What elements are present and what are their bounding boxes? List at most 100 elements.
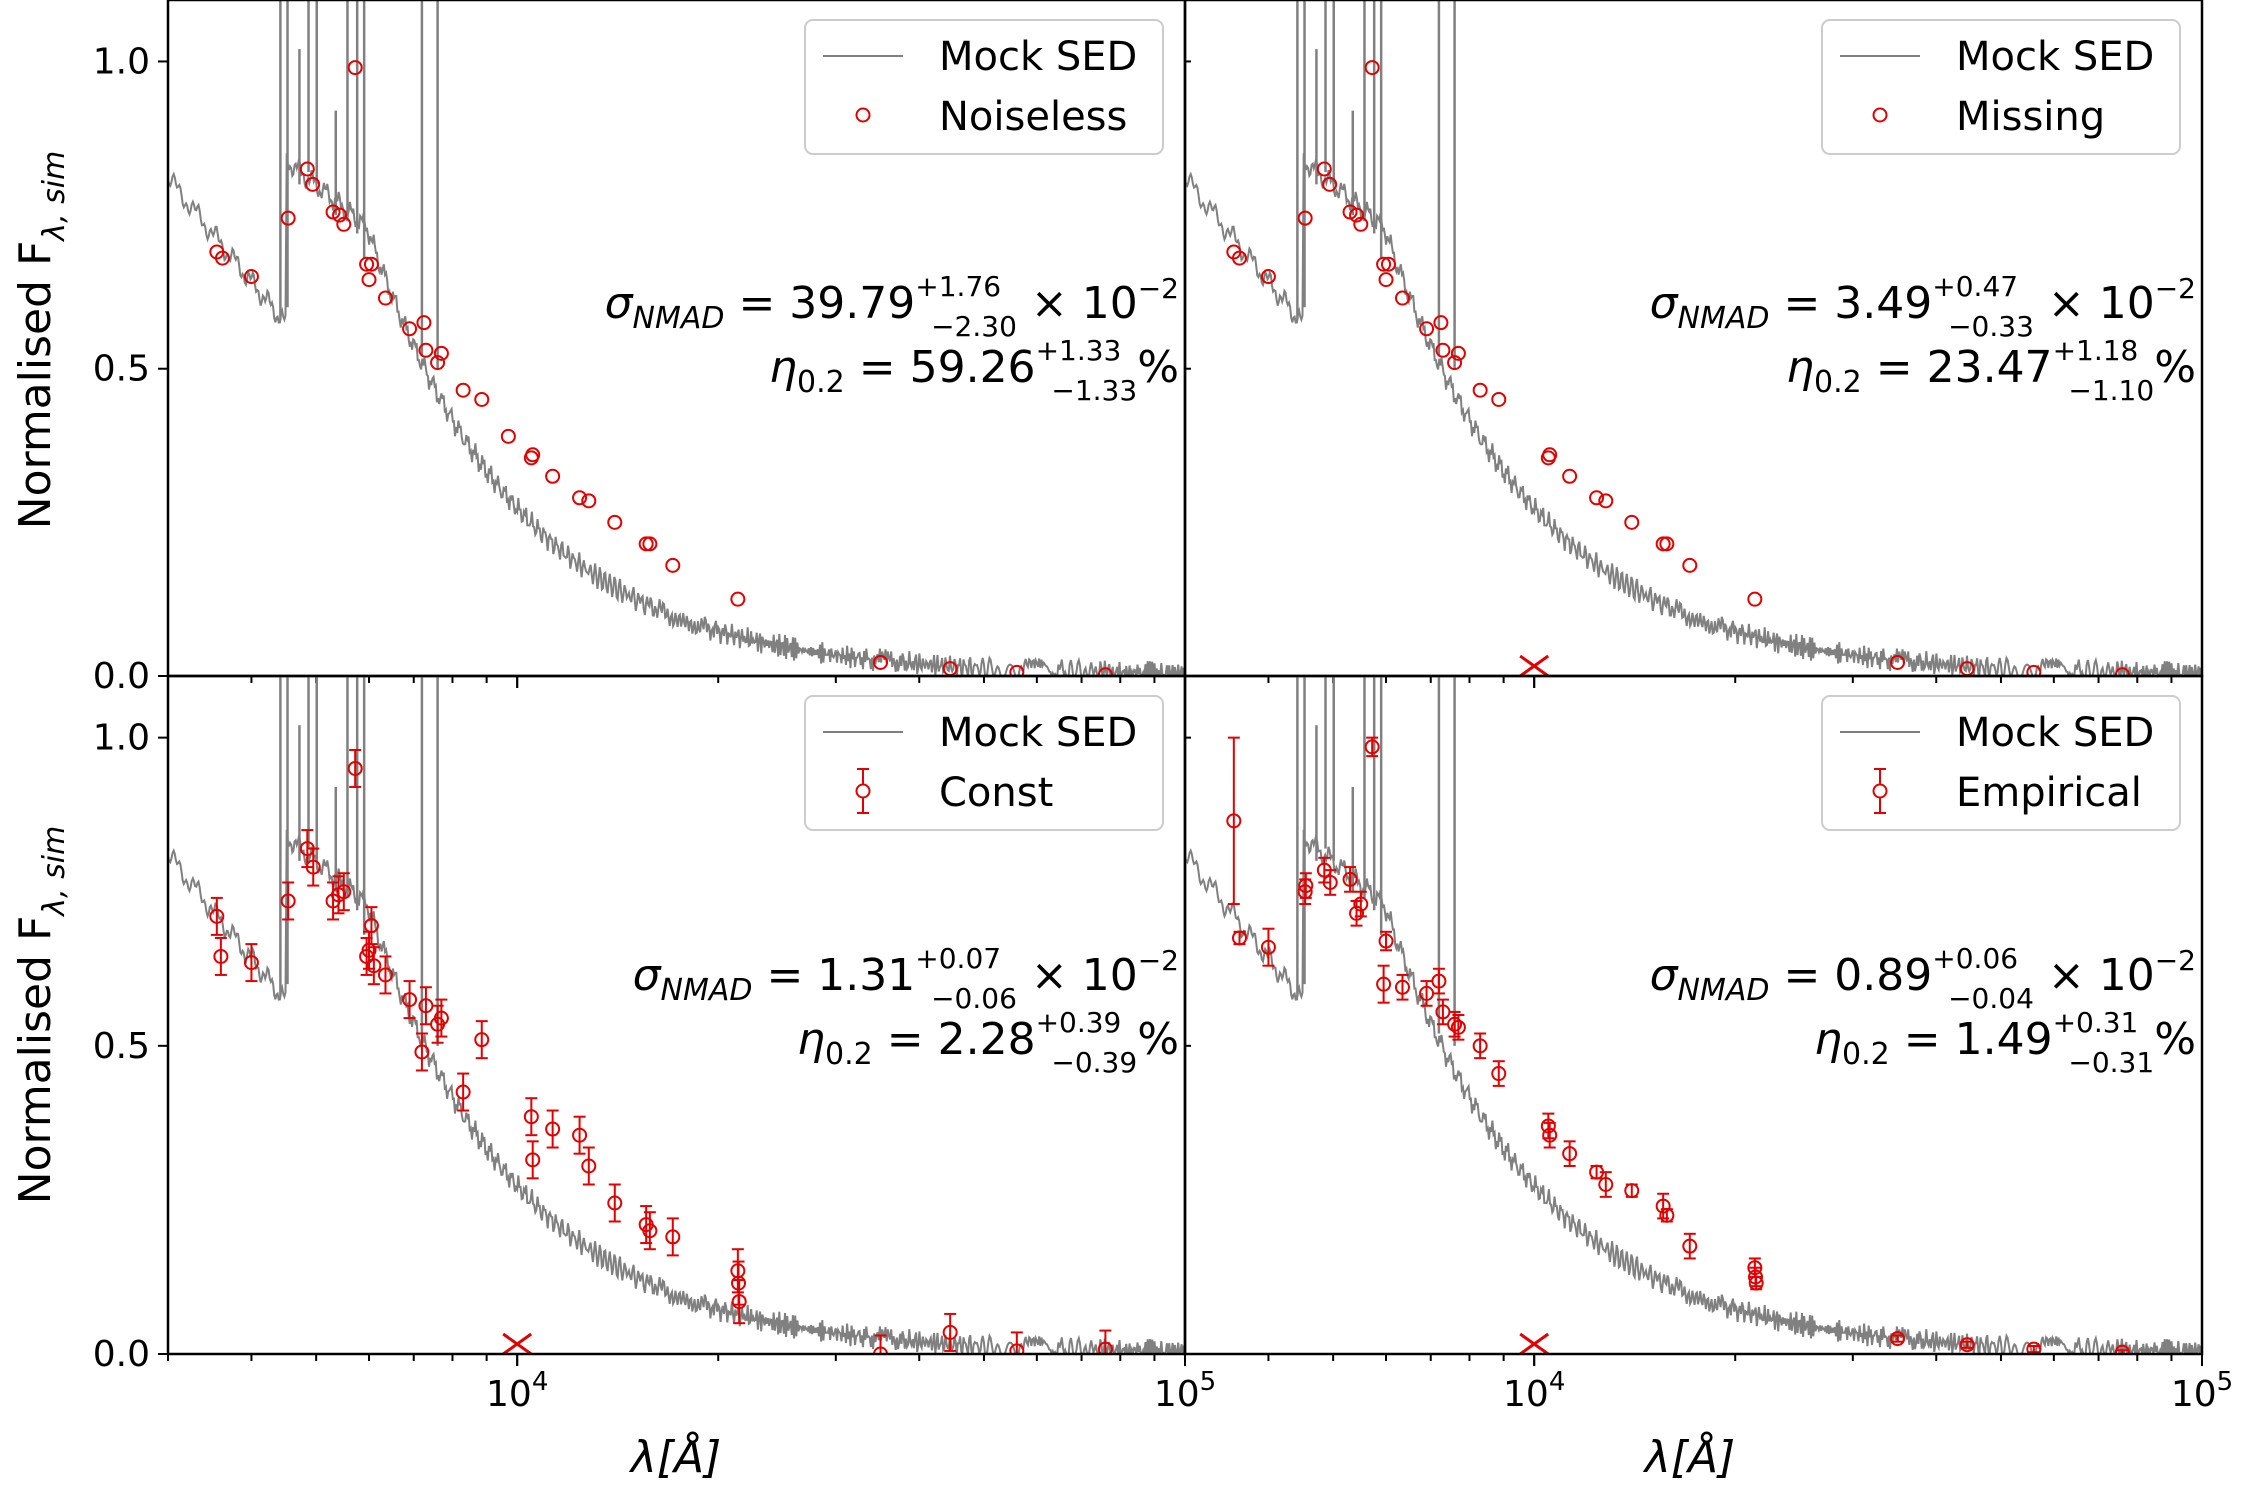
data-point <box>500 428 516 444</box>
data-point <box>545 1121 561 1137</box>
missing-band-marker <box>1519 654 1550 676</box>
data-point <box>665 557 681 573</box>
x-tick-label: 104 <box>486 1367 548 1415</box>
y-tick-label: 1.0 <box>93 41 150 82</box>
data-point <box>305 859 321 875</box>
error-bar <box>457 1072 470 1112</box>
error-bar <box>245 943 258 983</box>
data-point <box>336 216 352 232</box>
data-point <box>359 256 375 272</box>
mock-sed-line <box>168 829 1185 1354</box>
mock-sed-line <box>168 153 1185 676</box>
data-point <box>1491 1066 1507 1082</box>
data-point <box>1378 933 1394 949</box>
data-point <box>1378 272 1394 288</box>
legend-box <box>804 695 1164 831</box>
data-point <box>243 955 259 971</box>
data-point <box>363 256 379 272</box>
ylabel-bottom: Normalised Fλ, sim <box>10 826 72 1205</box>
data-point <box>1472 382 1488 398</box>
data-point <box>873 654 889 670</box>
error-bar <box>419 986 432 1026</box>
data-point <box>1316 161 1332 177</box>
data-point <box>607 1195 623 1211</box>
error-bar <box>379 955 392 995</box>
data-point <box>455 382 471 398</box>
plot-area <box>168 0 1185 676</box>
data-point <box>1226 813 1242 829</box>
data-point <box>474 391 490 407</box>
data-point <box>1349 207 1365 223</box>
data-point <box>1655 1198 1671 1214</box>
y-tick-label: 0.5 <box>93 349 150 390</box>
y-tick-label: 0.5 <box>93 1026 150 1067</box>
error-bar <box>666 1217 679 1257</box>
data-point <box>1682 557 1698 573</box>
error-bar <box>546 1109 559 1149</box>
data-point <box>243 269 259 285</box>
error-bar <box>1452 1014 1465 1041</box>
eta-annotation: η0.2 = 1.49+0.31 −0.31% <box>1814 1006 2196 1079</box>
panel-bottom-right: 104 105 Mock SED Empirical σNMAD = 0.89+0.06… <box>1183 674 2233 1415</box>
data-point <box>1562 1146 1578 1162</box>
panels-layer: 0.0 0.5 1.0 Mock SED Noiseless σNMAD = 39.79+… <box>93 0 2233 1415</box>
data-point <box>214 250 230 266</box>
error-bar <box>1961 1340 1974 1349</box>
data-point <box>1447 355 1463 371</box>
data-point <box>1394 979 1410 995</box>
data-point <box>1959 1337 1975 1353</box>
eta-annotation: η0.2 = 2.28+0.39 −0.39% <box>797 1006 1179 1079</box>
error-bar <box>1436 998 1449 1026</box>
legend: Mock SED Noiseless <box>804 19 1164 155</box>
error-bar <box>307 847 320 887</box>
data-point <box>1890 654 1906 670</box>
data-point <box>209 908 225 924</box>
data-point <box>377 967 393 983</box>
axes-frame <box>1183 674 2204 1356</box>
error-bar <box>435 998 448 1038</box>
mock-sed-line <box>1185 153 2202 676</box>
error-bar <box>210 896 223 936</box>
error-bar <box>1563 1140 1576 1168</box>
data-point <box>1435 342 1451 358</box>
data-point <box>1748 1275 1764 1291</box>
error-bar <box>1324 869 1337 896</box>
data-point <box>418 342 434 358</box>
data-point <box>665 1229 681 1245</box>
legend-label-points: Empirical <box>1956 770 2142 816</box>
data-point <box>1376 256 1392 272</box>
data-point <box>1419 321 1435 337</box>
data-point <box>730 591 746 607</box>
data-point <box>1260 939 1276 955</box>
data-point <box>525 447 541 463</box>
data-point <box>1353 216 1369 232</box>
data-point <box>1624 1183 1640 1199</box>
data-point <box>1682 1238 1698 1254</box>
error-bar <box>1891 1334 1904 1343</box>
error-bar <box>582 1146 595 1186</box>
error-bar <box>1492 1060 1505 1087</box>
error-bar <box>1474 1032 1487 1060</box>
error-bar <box>874 1334 887 1354</box>
error-bar <box>214 936 227 976</box>
data-point <box>402 992 418 1008</box>
panel-top-left: 0.0 0.5 1.0 Mock SED Noiseless σNMAD = 39.79+… <box>93 0 1187 697</box>
sigma-nmad-annotation: σNMAD = 0.89+0.06 −0.04 × 10−2 <box>1650 942 2196 1015</box>
data-point <box>1747 591 1763 607</box>
data-point <box>1297 210 1313 226</box>
data-point <box>1349 905 1365 921</box>
xlabel-right: λ[Å] <box>1643 1430 1735 1483</box>
data-point <box>581 1158 597 1174</box>
error-bar <box>643 1211 656 1251</box>
sigma-nmad-annotation: σNMAD = 39.79+1.76 −2.30 × 10−2 <box>605 270 1179 343</box>
data-point <box>1322 874 1338 890</box>
data-point <box>873 1346 889 1354</box>
data-point <box>455 1084 471 1100</box>
data-point <box>1231 930 1247 946</box>
error-bar <box>944 1312 957 1352</box>
data-point <box>1353 896 1369 912</box>
data-point <box>430 355 446 371</box>
error-bar <box>526 1140 539 1180</box>
data-point <box>336 884 352 900</box>
